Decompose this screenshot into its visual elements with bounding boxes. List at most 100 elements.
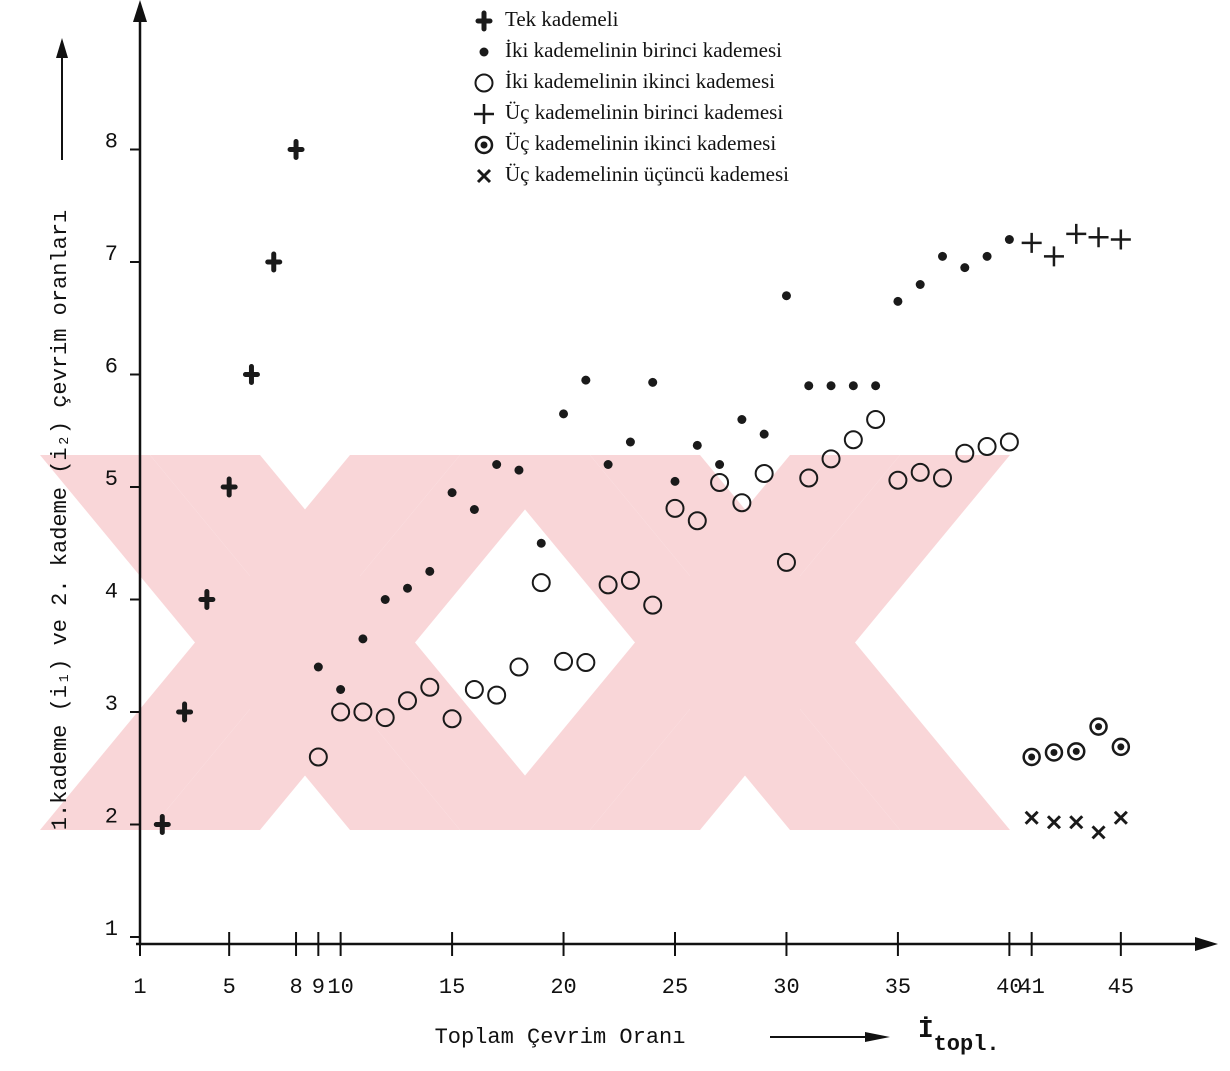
point bbox=[759, 429, 769, 439]
point bbox=[955, 443, 975, 463]
x-tick-label: 45 bbox=[1108, 975, 1134, 1000]
point bbox=[737, 415, 747, 424]
legend-marker bbox=[479, 47, 489, 57]
point bbox=[687, 511, 707, 531]
point bbox=[670, 476, 680, 486]
point-center bbox=[480, 141, 488, 149]
x-tick-label: 41 bbox=[1018, 975, 1044, 1000]
point bbox=[554, 651, 574, 671]
point bbox=[888, 470, 908, 490]
point bbox=[425, 566, 435, 576]
point bbox=[732, 493, 752, 513]
point bbox=[1044, 743, 1064, 762]
x-symbol-sub: topl. bbox=[934, 1032, 1000, 1057]
axis-arrows bbox=[56, 0, 1218, 1042]
legend-marker bbox=[474, 104, 494, 124]
point bbox=[1113, 810, 1128, 825]
point-center bbox=[1050, 749, 1058, 756]
point bbox=[848, 381, 858, 391]
y-tick-label: 7 bbox=[105, 242, 118, 267]
point bbox=[1022, 747, 1041, 767]
point bbox=[358, 634, 368, 644]
point bbox=[1067, 742, 1086, 761]
legend-marker bbox=[476, 168, 492, 184]
point bbox=[265, 251, 283, 273]
point bbox=[648, 377, 658, 387]
point bbox=[331, 702, 351, 722]
point bbox=[531, 573, 551, 593]
point bbox=[665, 498, 685, 518]
point bbox=[625, 437, 635, 447]
point bbox=[353, 702, 373, 722]
point bbox=[1069, 815, 1084, 830]
point bbox=[643, 595, 663, 615]
point bbox=[176, 701, 194, 723]
legend-label: Üç kademelinin üçüncü kademesi bbox=[505, 162, 789, 186]
point bbox=[893, 296, 903, 306]
y-tick-label: 5 bbox=[105, 467, 118, 492]
point bbox=[1046, 815, 1062, 830]
point bbox=[598, 575, 618, 595]
legend-label: İki kademelinin birinci kademesi bbox=[505, 38, 782, 62]
point bbox=[938, 251, 947, 261]
y-axis-label: 1.kademe (i₁) ve 2. kademe (i₂) çevrim o… bbox=[48, 210, 73, 831]
point-center bbox=[1095, 723, 1103, 731]
y-tick-label: 6 bbox=[105, 354, 118, 379]
point bbox=[380, 595, 390, 604]
legend-label: Üç kademelinin ikinci kademesi bbox=[505, 131, 776, 155]
point bbox=[843, 430, 863, 450]
point bbox=[866, 410, 886, 429]
point bbox=[781, 291, 791, 301]
point bbox=[464, 680, 484, 699]
y-tick-label: 4 bbox=[105, 579, 118, 604]
point bbox=[799, 468, 819, 488]
point bbox=[1088, 227, 1109, 248]
y-tick-label: 2 bbox=[105, 804, 118, 829]
point bbox=[933, 468, 952, 488]
point bbox=[1066, 223, 1087, 244]
point bbox=[1021, 232, 1042, 253]
x-axis-symbol: İtopl. bbox=[918, 1015, 1000, 1057]
point bbox=[710, 473, 730, 492]
point bbox=[514, 465, 524, 475]
point-ring bbox=[1089, 717, 1108, 736]
legend-label: Üç kademelinin birinci kademesi bbox=[505, 100, 783, 124]
point bbox=[1110, 229, 1131, 250]
y-tick-label: 1 bbox=[105, 917, 118, 942]
point-ring bbox=[1111, 737, 1131, 757]
point-center bbox=[1072, 747, 1080, 755]
x-tick-label: 20 bbox=[550, 975, 576, 1000]
legend-label: İki kademelinin ikinci kademesi bbox=[505, 69, 775, 93]
point bbox=[509, 657, 529, 677]
point bbox=[559, 409, 569, 419]
point bbox=[620, 570, 640, 590]
point bbox=[826, 381, 836, 391]
point bbox=[403, 583, 412, 593]
x-tick-label: 35 bbox=[885, 975, 911, 1000]
point bbox=[536, 538, 546, 548]
point bbox=[308, 747, 328, 767]
x-tick-label: 1 bbox=[133, 975, 146, 1000]
point bbox=[492, 460, 502, 469]
legend-label: Tek kademeli bbox=[505, 7, 619, 31]
x-axis-label: Toplam Çevrim Oranı bbox=[435, 1025, 686, 1050]
x-tick-label: 10 bbox=[327, 975, 353, 1000]
point bbox=[242, 364, 260, 385]
x-tick-label: 25 bbox=[662, 975, 688, 1000]
point bbox=[915, 280, 925, 289]
point bbox=[692, 440, 702, 450]
point bbox=[776, 552, 796, 572]
point-ring bbox=[474, 135, 494, 155]
point bbox=[1111, 737, 1131, 757]
point bbox=[220, 476, 238, 498]
point bbox=[999, 432, 1019, 452]
point bbox=[375, 708, 395, 728]
point bbox=[1004, 235, 1014, 244]
point bbox=[1024, 810, 1039, 825]
watermark bbox=[40, 455, 1010, 830]
point bbox=[754, 464, 774, 483]
point-ring bbox=[1067, 742, 1086, 761]
point bbox=[715, 460, 725, 469]
point bbox=[576, 653, 596, 672]
point bbox=[1043, 246, 1064, 267]
